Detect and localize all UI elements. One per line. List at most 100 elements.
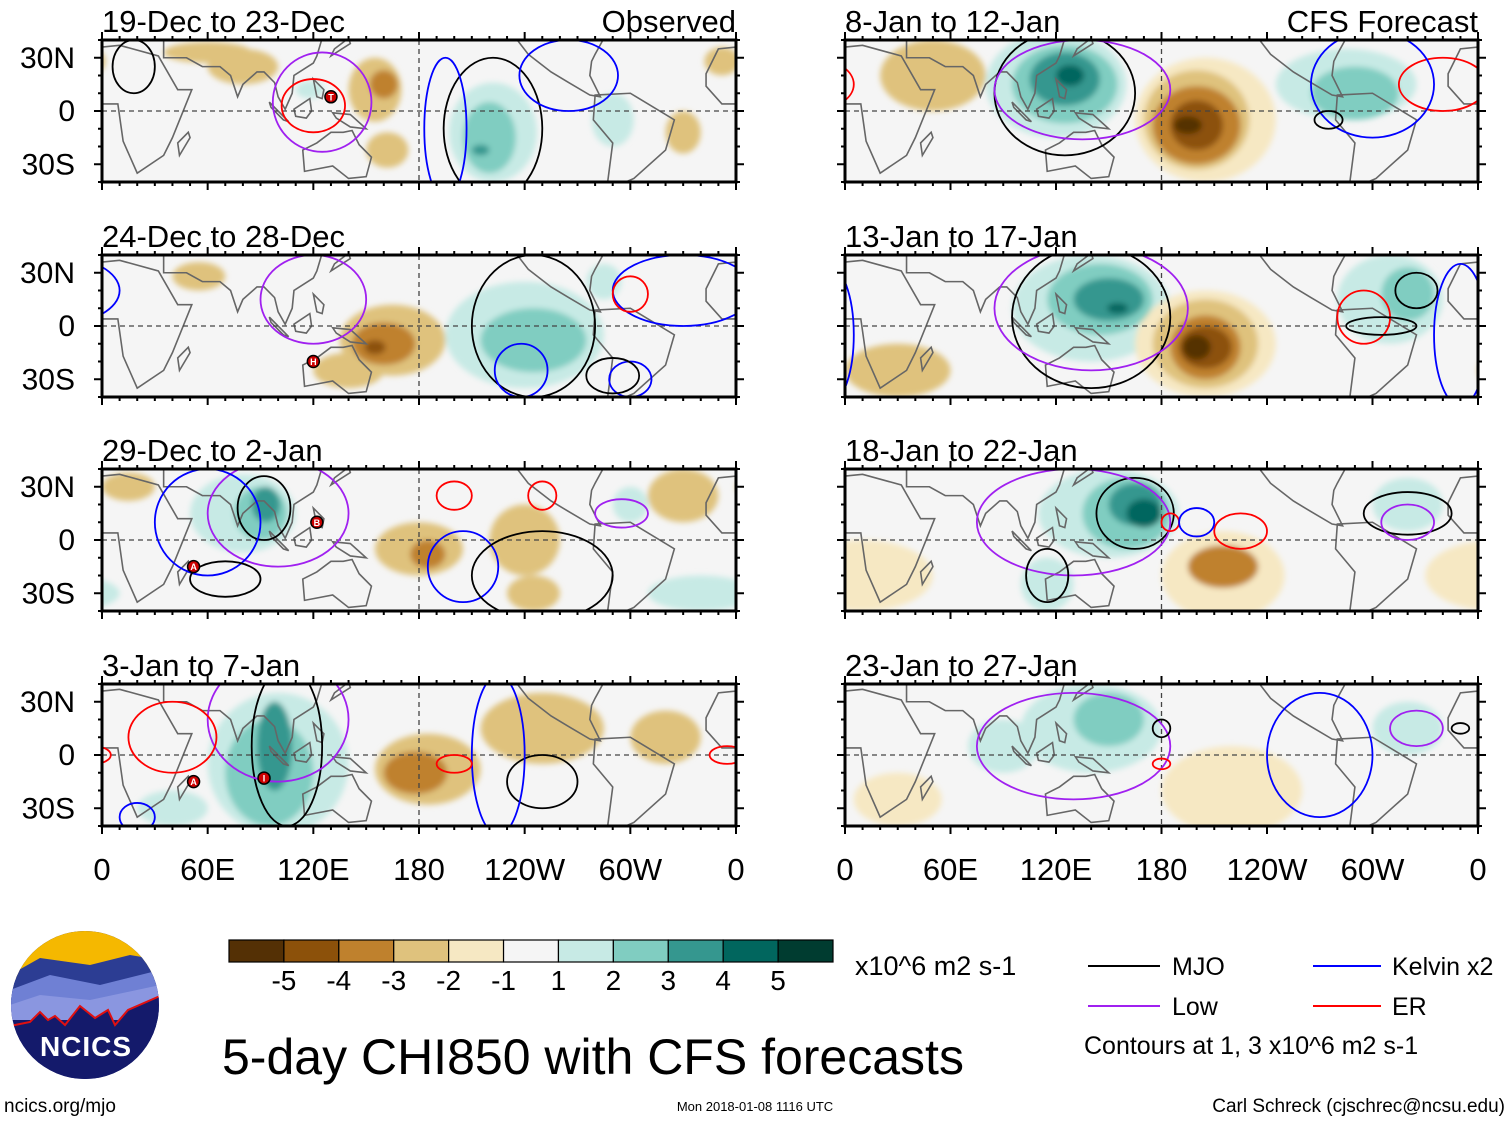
lat-tick-label: 0 bbox=[58, 739, 75, 772]
mjo-contour bbox=[1011, 255, 1172, 390]
anomaly-region bbox=[1487, 773, 1510, 826]
coastline bbox=[293, 97, 313, 119]
colorbar-label: 3 bbox=[660, 965, 676, 996]
mjo-contour bbox=[1394, 271, 1439, 310]
kelvin-contour bbox=[1310, 40, 1435, 139]
low-contour bbox=[1389, 709, 1444, 748]
anomaly-region bbox=[172, 262, 226, 291]
map-panel: T 19-Dec to 23-Dec Observed 30N 0 30S bbox=[20, 4, 789, 190]
anomaly-region bbox=[1073, 692, 1144, 747]
coastline bbox=[1073, 326, 1112, 345]
mjo-contour bbox=[111, 40, 156, 95]
coastline bbox=[162, 469, 323, 541]
colorbar-label: -4 bbox=[326, 965, 351, 996]
panel-title: 29-Dec to 2-Jan bbox=[102, 433, 323, 468]
ncics-logo[interactable]: NCICS bbox=[10, 930, 160, 1080]
coastline bbox=[1011, 745, 1032, 767]
cyclone-symbol bbox=[310, 515, 324, 529]
coastline bbox=[1035, 97, 1056, 119]
lon-tick-label: 0 bbox=[727, 852, 744, 887]
map-panels: T 19-Dec to 23-Dec Observed 30N 0 30S H 24-Dec … bbox=[0, 4, 1510, 887]
er-contour bbox=[1151, 757, 1172, 771]
coastline bbox=[268, 745, 290, 767]
colorbar-swatch bbox=[777, 939, 834, 963]
coastline bbox=[176, 559, 191, 587]
cyclone-label: I bbox=[263, 774, 266, 784]
coastline bbox=[162, 684, 323, 756]
coastline bbox=[919, 345, 934, 373]
coastline bbox=[516, 469, 604, 527]
colorbar-swatch bbox=[667, 939, 724, 963]
lat-tick-label: 30S bbox=[22, 792, 75, 825]
anomaly-region bbox=[771, 791, 841, 827]
panel-tag: CFS Forecast bbox=[1287, 4, 1479, 39]
coastline bbox=[516, 40, 604, 98]
map-panel: 8-Jan to 12-Jan CFS Forecast bbox=[837, 4, 1486, 190]
panel-title: 19-Dec to 23-Dec bbox=[102, 4, 345, 39]
er-contour bbox=[611, 275, 649, 313]
figure-title: 5-day CHI850 with CFS forecasts bbox=[222, 1029, 964, 1085]
cyclone-symbol bbox=[324, 90, 338, 104]
coastline bbox=[1073, 111, 1112, 130]
coastline bbox=[1071, 469, 1094, 488]
author-credit: Carl Schreck (cjschrec@ncsu.edu) bbox=[1212, 1096, 1505, 1117]
coastline bbox=[1071, 40, 1094, 59]
coastline bbox=[331, 755, 369, 774]
logo-text: NCICS bbox=[40, 1031, 132, 1062]
coastline bbox=[1054, 720, 1068, 744]
lon-tick-label: 60E bbox=[923, 852, 978, 887]
colorbar-swatch bbox=[338, 939, 395, 963]
colorbar-label: -2 bbox=[436, 965, 461, 996]
panel-title: 18-Jan to 22-Jan bbox=[845, 433, 1078, 468]
coastline bbox=[1258, 469, 1347, 527]
mjo-contour bbox=[585, 357, 641, 395]
coastline bbox=[516, 684, 604, 742]
mjo-contour bbox=[442, 56, 544, 182]
low-contour bbox=[0, 499, 14, 527]
anomaly-region bbox=[507, 575, 560, 611]
low-contour bbox=[271, 51, 373, 153]
anomaly-region bbox=[740, 478, 810, 531]
tropical-cyclone-icon: A bbox=[186, 559, 201, 574]
map-content bbox=[845, 684, 1510, 826]
coastline bbox=[1044, 558, 1115, 609]
coastline bbox=[1071, 684, 1094, 703]
mjo-contour bbox=[506, 754, 579, 810]
coastline bbox=[905, 40, 1066, 112]
anomaly-region bbox=[1161, 746, 1303, 826]
low-contour bbox=[206, 469, 350, 568]
anomaly-layer bbox=[845, 255, 1443, 397]
lat-tick-label: 30S bbox=[22, 363, 75, 396]
anomaly-region bbox=[1073, 278, 1144, 321]
er-contour bbox=[708, 745, 736, 765]
coastline bbox=[312, 76, 325, 100]
lat-tick-label: 30N bbox=[20, 257, 75, 290]
contour-legend: MJO Kelvin x2 Low ER Contours at 1, 3 x1… bbox=[1084, 953, 1493, 1060]
mjo-contour bbox=[762, 273, 804, 309]
site-link[interactable]: ncics.org/mjo bbox=[4, 1096, 116, 1117]
colorbar-swatch bbox=[722, 939, 779, 963]
coastline bbox=[268, 101, 290, 123]
kelvin-contour bbox=[118, 802, 156, 826]
coastline bbox=[1258, 40, 1347, 98]
anomaly-region bbox=[102, 580, 120, 607]
cyclone-label: A bbox=[190, 777, 197, 787]
lon-tick-label: 120W bbox=[1227, 852, 1309, 887]
anomaly-region bbox=[845, 343, 951, 397]
low-contour bbox=[976, 469, 1172, 577]
coastline bbox=[1054, 291, 1068, 315]
coastline bbox=[919, 130, 934, 158]
mjo-contour bbox=[747, 40, 789, 93]
mjo-contour bbox=[1025, 547, 1070, 604]
coastline bbox=[293, 312, 313, 334]
anomaly-region bbox=[591, 93, 634, 147]
map-content bbox=[762, 255, 1478, 397]
lat-tick-label: 30S bbox=[22, 148, 75, 181]
kelvin-contour bbox=[493, 342, 549, 397]
anomaly-region bbox=[1187, 545, 1259, 588]
low-contour bbox=[748, 505, 801, 541]
er-contour bbox=[1397, 56, 1478, 112]
